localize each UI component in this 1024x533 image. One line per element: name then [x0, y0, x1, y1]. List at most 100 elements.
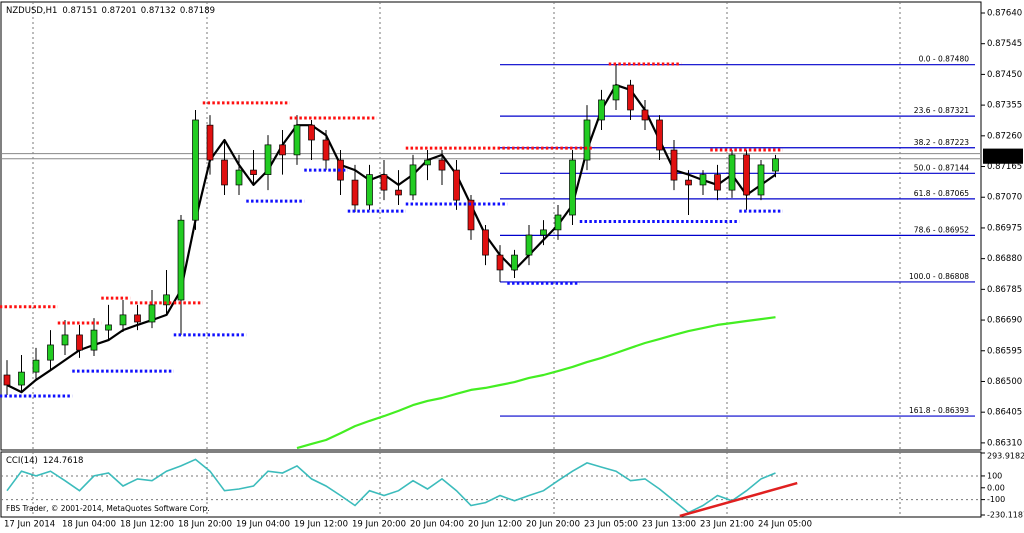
y-tick-label: 0.87450	[987, 70, 1022, 80]
y-tick-label: 0.87260	[987, 131, 1022, 141]
candle-body	[511, 254, 518, 271]
fib-label: 0.0 - 0.87480	[919, 55, 970, 64]
candle-body	[250, 169, 257, 175]
candle-body	[714, 174, 721, 191]
symbol: NZDUSD,H1	[6, 6, 57, 16]
period-separators	[32, 2, 901, 517]
candle-body	[670, 149, 678, 181]
candle-body	[380, 174, 388, 191]
candle-body	[453, 169, 460, 201]
candle-body	[438, 159, 446, 171]
candle-body	[583, 119, 591, 161]
y-tick-label: 100	[987, 471, 1002, 480]
fib-label: 161.8 - 0.86393	[909, 406, 969, 415]
cci-line	[6, 458, 776, 514]
x-tick-label: 19 Jun 04:00	[236, 520, 290, 530]
candle-body	[308, 124, 315, 141]
price-label-bg	[983, 153, 1023, 164]
y-tick-label: 293.9182	[987, 452, 1024, 461]
copyright: FBS Trader, © 2001-2014, MetaQuotes Soft…	[6, 504, 210, 513]
candle-body	[163, 294, 170, 306]
candle-body	[598, 99, 605, 121]
x-tick-label: 23 Jun 13:00	[642, 520, 696, 530]
x-tick-label: 24 Jun 05:00	[758, 520, 812, 530]
fib-label: 50.0 - 0.87144	[914, 163, 969, 172]
candle-body	[32, 359, 40, 373]
candle-body	[728, 154, 736, 191]
x-tick-label: 19 Jun 12:00	[294, 520, 348, 530]
candle-body	[540, 229, 547, 236]
candle-body	[134, 314, 141, 323]
x-tick-label: 20 Jun 04:00	[410, 520, 464, 530]
x-tick-label: 23 Jun 05:00	[584, 520, 638, 530]
price-label-bg	[983, 148, 1023, 159]
last-close: 0.87189	[180, 6, 215, 16]
indicator-name: CCI(14)	[6, 456, 38, 466]
candle-body	[482, 229, 489, 256]
candle-body	[148, 304, 156, 323]
cci-header: CCI(14) 124.7618	[6, 456, 83, 466]
candle-body	[221, 159, 228, 186]
candle-body	[192, 119, 199, 221]
candle-body	[569, 159, 576, 216]
price-label: 0.87189	[986, 154, 1021, 164]
candle-body	[76, 334, 83, 351]
candle-body	[177, 219, 185, 301]
candle-body	[424, 159, 431, 166]
candle-body	[554, 214, 562, 231]
plot-layer: 0.87640 0.87545 0.87450 0.87355 0.87260 0.871…	[0, 8, 1024, 530]
indicator-value: 124.7618	[43, 456, 84, 466]
trend-line	[679, 481, 798, 518]
candle-body	[612, 84, 620, 101]
y-tick-label: 0.86310	[987, 438, 1022, 448]
candle-body	[366, 174, 373, 206]
indicator-line	[296, 316, 776, 450]
candle-body	[467, 199, 475, 231]
y-tick-label: 0.86595	[987, 346, 1022, 356]
y-tick-label: -230.1187	[987, 511, 1024, 520]
y-tick-label: 0.86880	[987, 254, 1022, 264]
x-tick-label: 19 Jun 20:00	[352, 520, 406, 530]
y-tick-label: 0.86500	[987, 377, 1022, 387]
candle-body	[293, 124, 301, 156]
cci-panel	[0, 451, 982, 518]
candle-body	[47, 344, 54, 361]
y-tick-label: 0.86690	[987, 316, 1022, 326]
last-high: 0.87201	[102, 6, 137, 16]
candle-body	[322, 139, 330, 161]
candle-body	[525, 234, 533, 256]
candle-body	[206, 124, 214, 161]
chart-header: NZDUSD,H1 0.87151 0.87201 0.87132 0.87189	[6, 6, 215, 16]
y-tick-label: 0.86405	[987, 408, 1022, 418]
y-tick-label: 0.87070	[987, 193, 1022, 203]
candle-body	[641, 109, 649, 121]
fib-label: 100.0 - 0.86808	[909, 272, 969, 281]
y-tick-label: 0.87165	[987, 162, 1022, 172]
main-panel	[0, 1, 982, 451]
y-tick-label: 0.87355	[987, 101, 1022, 111]
x-tick-label: 18 Jun 12:00	[120, 520, 174, 530]
candle-body	[235, 169, 243, 186]
candle-body	[279, 144, 286, 156]
fib-label: 78.6 - 0.86952	[914, 225, 969, 234]
candle-body	[105, 324, 112, 331]
y-tick-label: 0.86785	[987, 285, 1022, 295]
candle-body	[18, 371, 25, 386]
y-tick-label: 0.00	[987, 483, 1005, 492]
x-tick-label: 23 Jun 21:00	[700, 520, 754, 530]
candle-body	[90, 329, 98, 351]
x-tick-label: 20 Jun 20:00	[526, 520, 580, 530]
last-low: 0.87132	[141, 6, 176, 16]
x-tick-label: 17 Jun 2014	[4, 520, 55, 530]
candle-body	[61, 334, 69, 346]
candle-body	[743, 154, 750, 196]
candle-body	[351, 179, 359, 206]
fib-label: 23.6 - 0.87321	[914, 106, 969, 115]
fib-label: 61.8 - 0.87065	[914, 189, 969, 198]
fib-label: 38.2 - 0.87223	[914, 138, 969, 147]
candle-body	[656, 119, 663, 151]
candle-body	[496, 254, 504, 271]
candle-body	[757, 164, 765, 196]
